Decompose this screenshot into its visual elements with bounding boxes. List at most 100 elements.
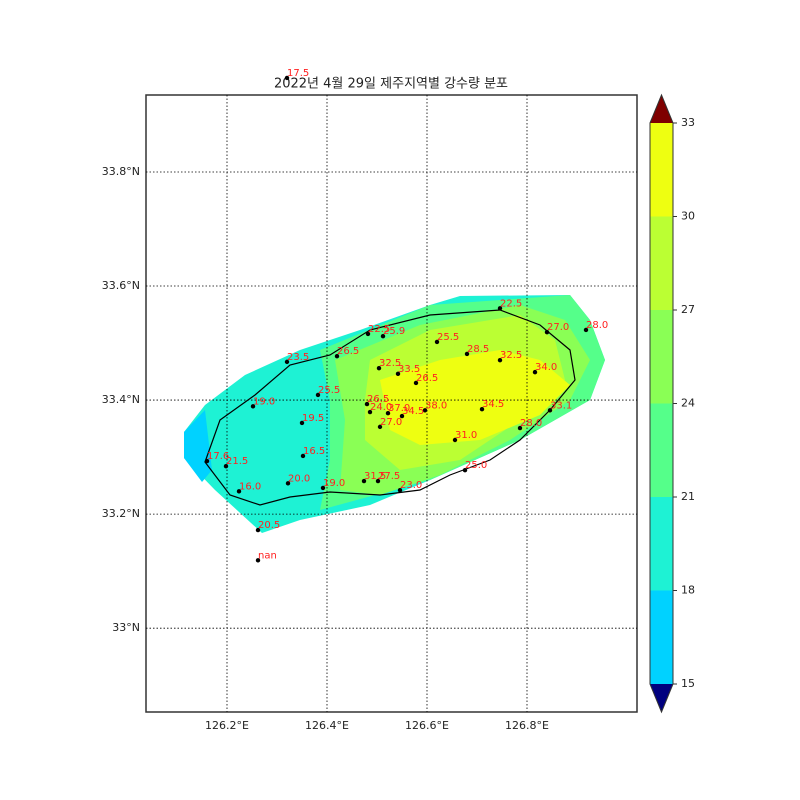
station-value: 23.5: [287, 352, 309, 363]
colorbar-extend-high: [650, 95, 673, 123]
colorbar-band: [650, 403, 673, 497]
station-value: 17.5: [287, 68, 309, 79]
station-dot: [255, 558, 261, 563]
station-value: 32.5: [500, 350, 522, 361]
y-tick-label: 33.2°N: [102, 507, 140, 520]
station-value: 16.5: [303, 446, 325, 457]
station-value: 23.0: [400, 480, 422, 491]
contour-fills: [184, 295, 605, 533]
colorbar-band: [650, 216, 673, 310]
station-dot: [300, 453, 306, 459]
station-dot: [204, 458, 210, 464]
station-dot: [497, 357, 503, 363]
contour-band: [184, 410, 212, 482]
station-value: 31.0: [455, 430, 477, 441]
station-dot: [413, 380, 419, 386]
station-dot: [236, 489, 242, 494]
station-value: 27.5: [378, 471, 400, 482]
station-dot: [532, 369, 538, 375]
station-dot: [517, 425, 523, 431]
station-value: 33.1: [550, 400, 572, 411]
station-value: 28.5: [467, 344, 489, 355]
station-dot: [255, 527, 261, 533]
station-dot: [422, 408, 428, 413]
y-tick-label: 33.6°N: [102, 279, 140, 292]
station-value: 38.0: [425, 400, 447, 411]
station-value: 26.5: [367, 394, 389, 405]
station-dot: [399, 413, 405, 419]
station-value: 34.5: [402, 406, 424, 417]
station-value: 27.0: [547, 322, 569, 333]
station-dot: [284, 75, 290, 81]
station-dot: [284, 359, 290, 365]
station-dot: [380, 334, 386, 339]
station-value: 20.0: [288, 473, 310, 484]
station-dot: [377, 424, 383, 430]
colorbar-tick-label: 15: [681, 677, 695, 690]
station-value: 25.9: [383, 326, 405, 337]
station-value: 25.5: [437, 332, 459, 343]
map-frame: [145, 94, 638, 713]
station-value: 19.5: [302, 413, 324, 424]
map-title: 2022년 4월 29일 제주지역별 강수량 분포: [274, 77, 508, 92]
station-dot: [497, 306, 503, 311]
station-dot: [361, 478, 367, 484]
colorbar-tick-label: 21: [681, 490, 695, 503]
y-tick-label: 33.4°N: [102, 393, 140, 406]
station-value: 24.0: [370, 402, 392, 413]
station-dot: [583, 327, 589, 333]
colorbar-band: [650, 310, 673, 404]
station-value: 26.5: [416, 373, 438, 384]
colorbar-band: [650, 123, 673, 217]
x-tick-label: 126.8°E: [505, 719, 549, 732]
station-dot: [462, 468, 468, 473]
station-value: 34.0: [535, 362, 557, 373]
station-dot: [315, 392, 321, 398]
station-dot: [367, 409, 373, 415]
station-dot: [320, 485, 326, 491]
x-tick-label: 126.6°E: [405, 719, 449, 732]
colorbar-tick-label: 24: [681, 397, 695, 410]
station-dot: [250, 404, 256, 409]
station-dot: [364, 401, 370, 407]
contour-band: [380, 350, 570, 445]
station-dot: [334, 353, 340, 359]
station-value: 28.0: [520, 418, 542, 429]
station-dot: [434, 339, 440, 345]
station-value: nan: [258, 550, 277, 561]
station-dot: [285, 481, 291, 486]
x-tick-label: 126.2°E: [205, 719, 249, 732]
station-dot: [385, 410, 391, 416]
y-tick-label: 33°N: [112, 621, 140, 634]
station-dot: [397, 487, 403, 493]
station-dot: [376, 365, 382, 371]
station-value: 25.5: [318, 385, 340, 396]
coastline: [204, 309, 576, 506]
station-dot: [395, 371, 401, 377]
colorbar-tick-label: 30: [681, 210, 695, 223]
colorbar-band: [650, 590, 673, 684]
station-dot: [223, 464, 229, 469]
station-value: 37.0: [388, 403, 410, 414]
station-value: 22.5: [368, 324, 390, 335]
station-value: 25.0: [465, 460, 487, 471]
station-dot: [544, 330, 550, 335]
station-dot: [365, 331, 371, 337]
station-value: 17.6: [207, 451, 229, 462]
colorbar-band: [650, 497, 673, 591]
station-dot: [464, 351, 470, 357]
station-value: 31.5: [364, 471, 386, 482]
station-dot: [547, 408, 553, 413]
station-value: 19.0: [253, 396, 275, 407]
station-dot: [452, 437, 458, 443]
y-tick-label: 33.8°N: [102, 165, 140, 178]
station-value: 21.5: [226, 456, 248, 467]
station-value: 19.0: [323, 478, 345, 489]
colorbar-tick-label: 33: [681, 116, 695, 129]
station-dot: [299, 420, 305, 426]
station-value: 32.5: [379, 358, 401, 369]
station-dot: [375, 478, 381, 484]
station-value: 16.0: [239, 481, 261, 492]
colorbar-tick-label: 18: [681, 584, 695, 597]
